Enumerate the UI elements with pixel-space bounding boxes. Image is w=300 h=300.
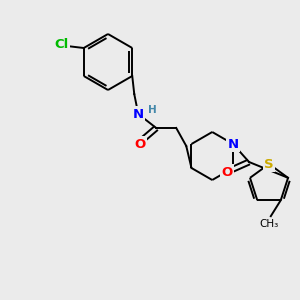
Text: H: H [148, 105, 157, 115]
Text: O: O [221, 166, 233, 178]
Text: S: S [264, 158, 274, 170]
Text: Cl: Cl [55, 38, 69, 52]
Text: CH₃: CH₃ [259, 219, 278, 229]
Text: N: N [227, 137, 239, 151]
Text: N: N [133, 107, 144, 121]
Text: O: O [135, 137, 146, 151]
